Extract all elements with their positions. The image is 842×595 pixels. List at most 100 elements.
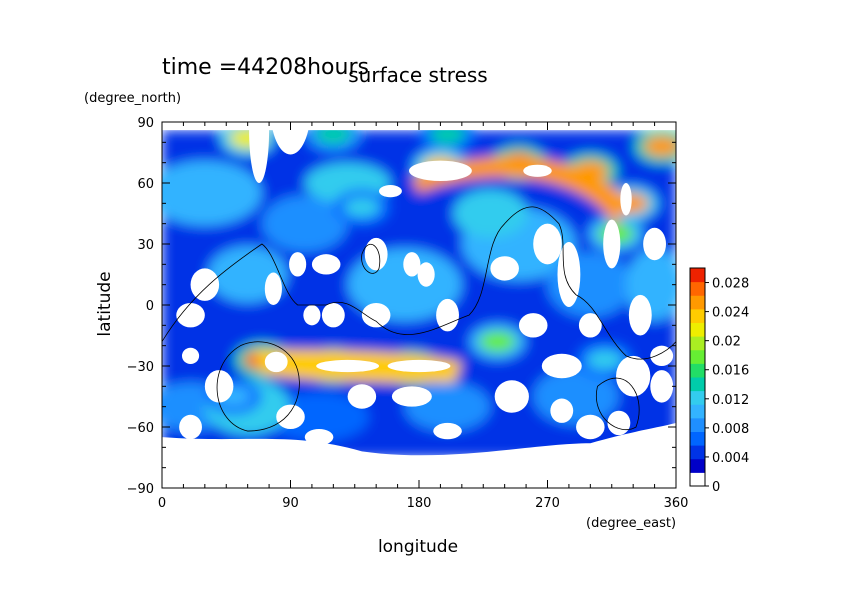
field-patch: [261, 195, 348, 253]
x-tick-label: 90: [282, 496, 299, 511]
colorbar-tick-label: 0.02: [712, 335, 741, 350]
colorbar-swatch: [690, 268, 705, 283]
zero-region: [249, 122, 270, 183]
chart-subtitle: time =44208hours: [162, 55, 369, 80]
coastline: [162, 206, 676, 360]
y-axis-title: latitude: [95, 271, 115, 336]
field-peak: [643, 136, 676, 157]
x-tick-label: 360: [664, 496, 689, 511]
zero-region: [518, 313, 548, 338]
colorbar-swatch: [690, 363, 705, 378]
zero-region: [364, 237, 388, 271]
y-tick-label: 60: [137, 177, 154, 192]
y-unit-label: (degree_north): [84, 91, 181, 106]
zero-region: [409, 160, 472, 181]
stress-field: [162, 122, 676, 488]
zero-region: [347, 384, 377, 409]
zero-region: [204, 370, 234, 403]
colorbar-tick-label: 0.016: [712, 364, 749, 379]
zero-region: [276, 404, 305, 430]
colorbar-swatch: [690, 445, 705, 460]
zero-region: [361, 302, 391, 328]
zero-region: [541, 353, 582, 379]
zero-region: [379, 185, 402, 198]
axis-ticks: 0 90 180 270 360 90 60 30 0 −30 −60 −90: [127, 116, 689, 511]
zero-region: [304, 429, 334, 446]
zero-region: [417, 262, 435, 287]
zero-region: [387, 359, 451, 373]
coastline: [216, 341, 300, 432]
zero-region: [628, 294, 652, 336]
zero-region: [523, 164, 552, 177]
zero-region: [603, 219, 621, 269]
colorbar-tick-label: 0.028: [712, 277, 749, 292]
zero-region: [533, 223, 562, 265]
colorbar-swatch: [690, 308, 705, 323]
colorbar-swatch: [690, 404, 705, 419]
colorbar-swatch: [690, 417, 705, 432]
x-axis-title: longitude: [378, 537, 458, 557]
zero-region: [403, 252, 421, 277]
zero-region: [391, 386, 432, 407]
y-tick-label: 0: [146, 299, 154, 314]
zero-region: [643, 227, 667, 261]
colorbar: 0 0.004 0.008 0.012 0.016 0.02 0.024 0.028: [689, 267, 749, 495]
zero-region: [181, 347, 200, 364]
colorbar-swatch: [690, 336, 705, 351]
field-patch: [269, 392, 370, 442]
colorbar-swatch: [690, 390, 705, 405]
x-tick-label: 0: [158, 496, 166, 511]
zero-region: [289, 252, 307, 277]
colorbar-tick-label: 0.004: [712, 451, 749, 466]
colorbar-swatch: [690, 377, 705, 392]
colorbar-swatch: [690, 322, 705, 337]
zero-region: [650, 345, 674, 367]
coastline-contours: [162, 206, 676, 432]
zero-region: [494, 380, 529, 413]
colorbar-swatch: [690, 458, 705, 473]
zero-region: [316, 359, 380, 373]
zero-region: [616, 355, 651, 397]
x-unit-label: (degree_east): [586, 516, 676, 531]
zero-region: [490, 256, 519, 281]
zero-region: [557, 241, 581, 308]
colorbar-frame: [689, 267, 706, 487]
coastline: [595, 377, 640, 431]
x-tick-label: 270: [535, 496, 560, 511]
x-tick-label: 180: [407, 496, 432, 511]
y-tick-label: 90: [137, 116, 154, 131]
zero-region: [650, 370, 674, 403]
colorbar-swatch: [690, 472, 705, 487]
colorbar-swatch: [690, 349, 705, 364]
zero-region: [578, 313, 602, 338]
field-peak: [586, 349, 623, 370]
y-tick-label: −90: [127, 482, 154, 497]
zero-region: [303, 305, 321, 326]
colorbar-tick-label: 0: [712, 480, 720, 495]
field-patch: [162, 160, 262, 226]
zero-region: [264, 351, 288, 373]
zero-region: [311, 254, 341, 275]
colorbar-tick-label: 0.024: [712, 306, 749, 321]
colorbar-swatch: [690, 281, 705, 296]
colorbar-swatch: [690, 295, 705, 310]
field-peak: [343, 197, 380, 218]
field-patch: [453, 189, 528, 238]
zero-region: [620, 183, 632, 216]
zero-region: [321, 302, 345, 328]
y-tick-label: −30: [127, 360, 154, 375]
zero-region: [433, 422, 462, 440]
zero-region: [607, 410, 631, 436]
field-peak: [479, 331, 516, 352]
colorbar-tick-label: 0.012: [712, 393, 749, 408]
chart-title: surface stress: [348, 63, 487, 87]
colorbar-swatch: [690, 431, 705, 446]
y-tick-label: 30: [137, 238, 154, 253]
zero-region: [576, 414, 605, 440]
zero-region: [550, 398, 574, 423]
colorbar-tick-label: 0.008: [712, 422, 749, 437]
zero-region: [179, 414, 202, 440]
zero-region: [190, 268, 220, 301]
zero-region: [176, 302, 205, 328]
